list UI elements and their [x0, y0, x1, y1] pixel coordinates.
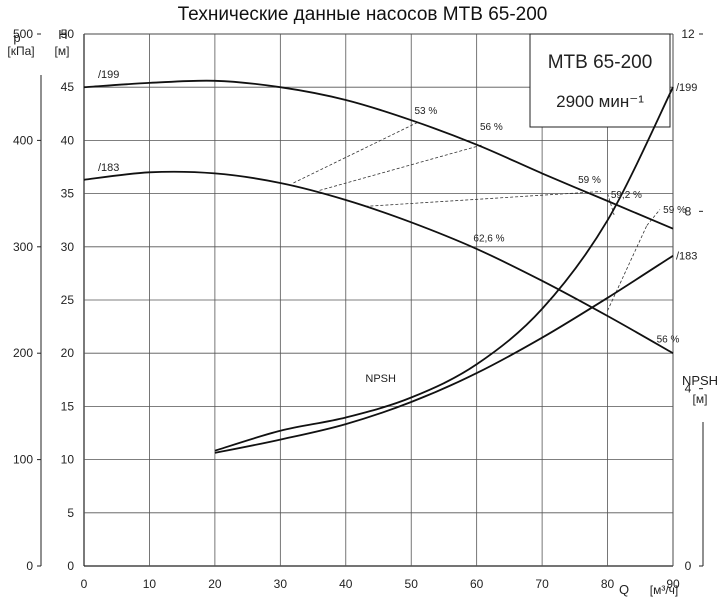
efficiency-dashed-line [293, 121, 418, 184]
h-curve-0 [83, 79, 674, 230]
efficiency-label: 62,6 % [473, 233, 504, 244]
npsh-tick-label: 12 [681, 27, 695, 41]
q-tick-label: 70 [535, 577, 549, 591]
p-tick-label: 0 [26, 559, 33, 573]
series-label: /199 [676, 82, 697, 94]
npsh-curve-3 [214, 254, 674, 454]
efficiency-dashed-line [365, 191, 602, 207]
p-tick-label: 500 [13, 27, 33, 41]
q-tick-label: 0 [81, 577, 88, 591]
p-axis-label: p [13, 30, 20, 45]
npsh-axis-unit: [м] [693, 392, 708, 406]
q-tick-label: 30 [274, 577, 288, 591]
npsh-curve-2 [214, 86, 674, 452]
efficiency-label: 59 % [578, 175, 601, 186]
h-axis-label: H [58, 27, 67, 42]
series-label: /183 [98, 162, 119, 174]
efficiency-dashed-line [607, 225, 648, 311]
speed-label: 2900 мин⁻¹ [556, 92, 644, 111]
q-tick-label: 80 [601, 577, 615, 591]
h-axis-unit: [м] [55, 44, 70, 58]
q-tick-label: 40 [339, 577, 353, 591]
npsh-axis-label: NPSH [682, 373, 718, 388]
efficiency-label: 59 % [663, 205, 686, 216]
p-tick-label: 400 [13, 133, 33, 147]
h-tick-label: 15 [61, 399, 75, 413]
npsh-curve-label: NPSH [365, 373, 396, 385]
curves [83, 79, 674, 454]
h-tick-label: 40 [61, 133, 75, 147]
q-tick-label: 20 [208, 577, 222, 591]
efficiency-label: 56 % [480, 122, 503, 133]
q-tick-label: 90 [666, 577, 680, 591]
efficiency-label: 53 % [414, 106, 437, 117]
info-box: МТВ 65-200 2900 мин⁻¹ [529, 33, 671, 128]
efficiency-dashed-line [607, 193, 615, 215]
q-axis-label: Q [619, 582, 629, 597]
chart-title: Технические данные насосов МТВ 65-200 [177, 4, 548, 25]
npsh-tick-label: 4 [685, 382, 692, 396]
q-tick-label: 10 [143, 577, 157, 591]
axis-labels: p [кПа] H [м] NPSH [м] Q [м³/ч] [7, 27, 718, 597]
series-label: /199 [98, 69, 119, 81]
q-tick-label: 60 [470, 577, 484, 591]
h-tick-label: 5 [67, 506, 74, 520]
h-tick-label: 45 [61, 80, 75, 94]
series-label: /183 [676, 251, 697, 263]
npsh-tick-label: 0 [685, 559, 692, 573]
npsh-tick-label: 8 [685, 204, 692, 218]
q-axis-unit: [м³/ч] [650, 583, 679, 597]
model-label: МТВ 65-200 [548, 52, 653, 73]
h-tick-label: 50 [61, 27, 75, 41]
p-axis-unit: [кПа] [7, 44, 34, 58]
h-curve-1 [83, 170, 674, 354]
efficiency-dashed-line [319, 144, 484, 191]
efficiency-label: 56 % [657, 335, 680, 346]
p-tick-label: 100 [13, 453, 33, 467]
info-box-frame [529, 33, 671, 128]
q-tick-label: 50 [405, 577, 419, 591]
p-tick-label: 200 [13, 346, 33, 360]
h-tick-label: 0 [67, 559, 74, 573]
h-tick-label: 25 [61, 293, 75, 307]
p-tick-label: 300 [13, 240, 33, 254]
efficiency-dashed-line [646, 209, 661, 226]
curve-labels: /199/183/199/183 NPSH 53 % 56 % 59 % 59,2 % 59… [98, 69, 697, 385]
efficiency-lines [293, 121, 661, 311]
h-tick-label: 20 [61, 346, 75, 360]
h-tick-label: 35 [61, 187, 75, 201]
h-tick-label: 10 [61, 453, 75, 467]
efficiency-label: 59,2 % [611, 190, 642, 201]
h-tick-label: 30 [61, 240, 75, 254]
